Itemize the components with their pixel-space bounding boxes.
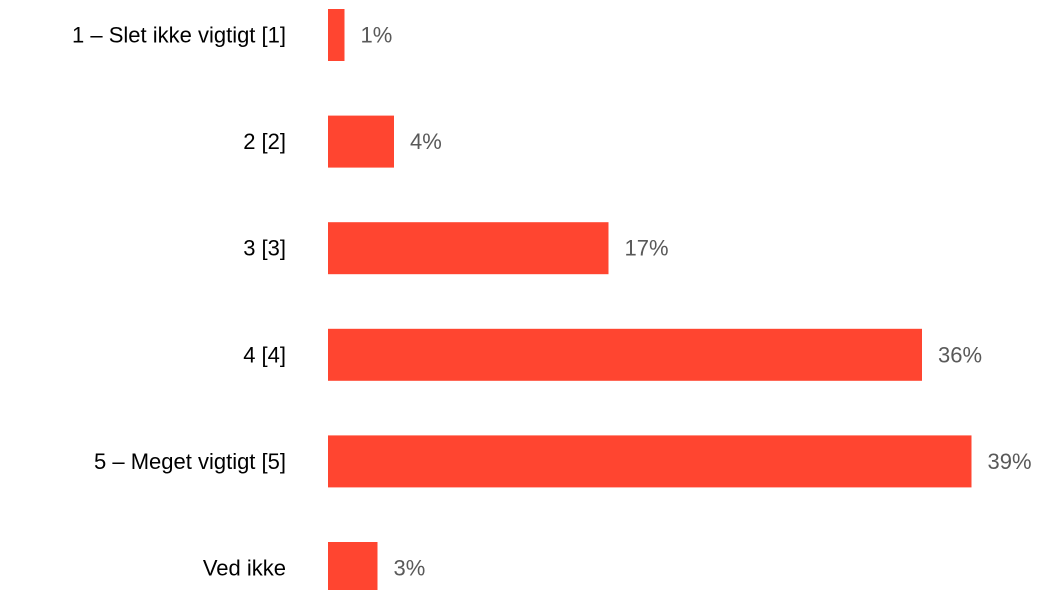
bar-4 bbox=[328, 328, 922, 381]
category-label-6: Ved ikke bbox=[203, 556, 286, 581]
category-label-2: 2 [2] bbox=[243, 129, 286, 154]
value-label-2: 4% bbox=[410, 129, 442, 154]
bar-3 bbox=[328, 222, 609, 275]
value-labels: 1% 4% 17% 36% 39% 3% bbox=[361, 23, 1032, 581]
bar-1 bbox=[328, 9, 345, 61]
category-label-4: 4 [4] bbox=[243, 342, 286, 367]
value-label-5: 39% bbox=[988, 449, 1032, 474]
bars-layer bbox=[328, 9, 972, 594]
value-label-1: 1% bbox=[361, 23, 393, 48]
value-label-4: 36% bbox=[938, 342, 982, 367]
bar-6 bbox=[328, 542, 378, 594]
category-label-1: 1 – Slet ikke vigtigt [1] bbox=[72, 23, 286, 48]
value-label-6: 3% bbox=[394, 556, 426, 581]
category-labels: 1 – Slet ikke vigtigt [1] 2 [2] 3 [3] 4 [4]… bbox=[72, 23, 286, 581]
bar-5 bbox=[328, 435, 972, 488]
category-label-5: 5 – Meget vigtigt [5] bbox=[94, 449, 286, 474]
bar-2 bbox=[328, 115, 394, 168]
category-label-3: 3 [3] bbox=[243, 236, 286, 261]
value-label-3: 17% bbox=[625, 236, 669, 261]
